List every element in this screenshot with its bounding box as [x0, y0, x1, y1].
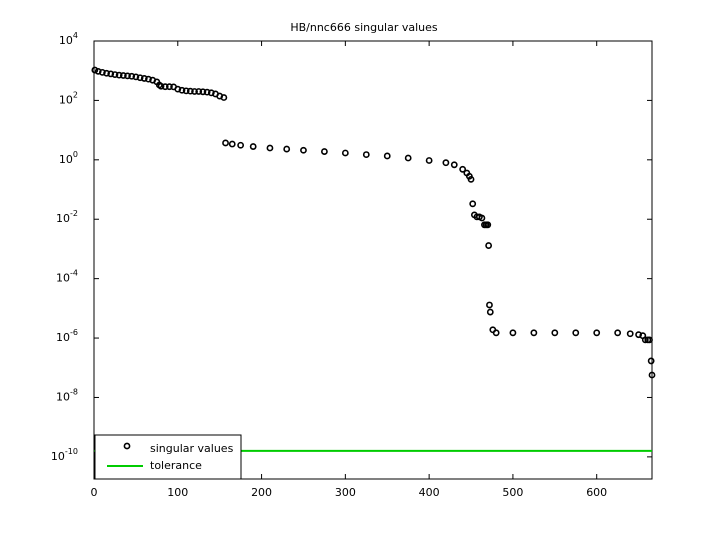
data-point [362, 151, 370, 158]
data-point [646, 336, 653, 344]
data-point [442, 159, 450, 167]
data-point [228, 140, 236, 148]
legend-label: singular values [150, 442, 234, 455]
data-point [530, 329, 538, 337]
x-tick-label: 500 [502, 486, 523, 499]
data-point [647, 357, 655, 365]
y-tick-label: 102 [59, 90, 78, 107]
data-point [195, 88, 203, 95]
data-point [94, 67, 102, 75]
x-tick-label: 600 [586, 486, 607, 499]
data-point [128, 72, 136, 80]
data-point [119, 72, 127, 79]
data-point [222, 139, 229, 147]
data-point [551, 329, 559, 337]
data-point [383, 152, 391, 160]
data-point [509, 329, 517, 337]
y-tick-label: 10-4 [56, 268, 78, 285]
data-point [484, 221, 492, 229]
data-point [186, 87, 194, 95]
data-point [107, 70, 115, 78]
data-point [124, 72, 131, 80]
data-point [485, 242, 493, 249]
data-point [91, 66, 99, 74]
y-tick-label: 10-8 [56, 387, 78, 404]
data-point [157, 82, 165, 90]
data-point [203, 88, 211, 96]
x-tick-label: 0 [91, 486, 98, 499]
data-point [425, 157, 433, 164]
data-point [178, 86, 186, 94]
data-point [341, 149, 349, 157]
data-point [182, 87, 190, 95]
data-point [626, 330, 634, 338]
data-point [467, 175, 475, 183]
x-tick-label: 300 [335, 486, 356, 499]
data-point [199, 88, 207, 96]
y-tick-label: 10-2 [56, 209, 78, 226]
data-point [469, 200, 477, 208]
data-point [404, 154, 412, 162]
data-point [161, 83, 169, 91]
x-tick-label: 200 [251, 486, 272, 499]
data-point [98, 68, 106, 76]
data-point [115, 71, 123, 79]
data-point [136, 74, 144, 82]
y-tick-label: 10-10 [51, 446, 78, 463]
data-point [132, 73, 140, 81]
data-point [249, 143, 257, 150]
data-point [648, 371, 656, 379]
data-point [641, 336, 649, 344]
data-point [593, 329, 601, 337]
data-point [300, 146, 307, 154]
data-point [614, 329, 622, 337]
data-point [166, 83, 173, 91]
y-tick-label: 104 [59, 31, 78, 48]
legend-marker [123, 442, 131, 450]
legend-label: tolerance [150, 459, 202, 472]
plot-frame [93, 40, 653, 480]
data-point [111, 71, 119, 78]
data-point [220, 94, 228, 101]
data-point [478, 214, 486, 222]
data-point [191, 88, 198, 95]
data-point [450, 161, 458, 169]
data-point [486, 308, 494, 316]
x-tick-label: 100 [167, 486, 188, 499]
data-point [321, 148, 328, 155]
x-tick-label: 400 [419, 486, 440, 499]
data-point [140, 75, 148, 82]
legend-box [94, 434, 242, 480]
y-tick-label: 10-6 [56, 328, 78, 345]
data-point [237, 141, 245, 149]
data-point [492, 329, 500, 337]
data-point [572, 329, 580, 337]
data-point [459, 165, 467, 173]
chart-title: HB/nnc666 singular values [290, 21, 438, 34]
data-point [266, 144, 274, 152]
data-point [283, 145, 291, 153]
y-tick-label: 100 [59, 149, 78, 166]
data-point [486, 301, 493, 309]
data-point [103, 69, 110, 77]
